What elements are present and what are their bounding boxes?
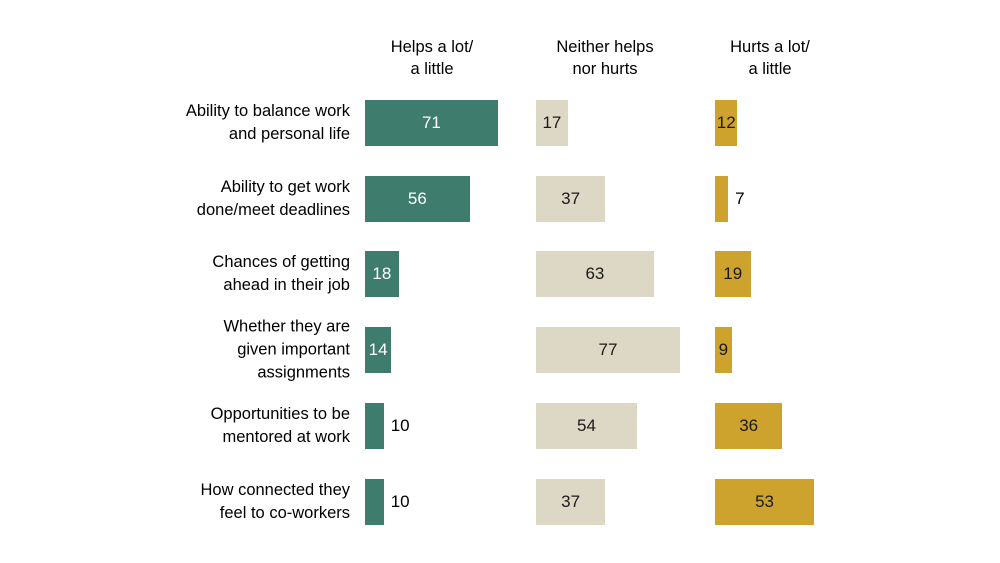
bar-value-label: 10 [390, 416, 410, 436]
category-label: Opportunities to be mentored at work [210, 405, 350, 447]
table-row: How connected they feel to co-workers 10 3… [0, 464, 1000, 540]
bar-value-label: 54 [577, 416, 596, 436]
bar-hurts: 36 [715, 403, 783, 450]
column-header-hurts: Hurts a lot/ a little [730, 38, 810, 78]
bar-value-label: 12 [716, 112, 736, 132]
bar-value-label: 7 [735, 188, 745, 208]
bar-value-label: 14 [368, 340, 388, 360]
column-header-neither: Neither helps nor hurts [556, 38, 654, 78]
bar-helps [365, 478, 384, 525]
table-row: Whether they are given important assignm… [0, 312, 1000, 388]
bar-hurts [715, 175, 729, 222]
chart-rows: Ability to balance work and personal lif… [0, 85, 1000, 540]
bar-value-label: 19 [723, 264, 743, 284]
bar-hurts: 9 [715, 327, 732, 374]
bar-neither: 63 [536, 251, 654, 298]
table-row: Ability to balance work and personal lif… [0, 85, 1000, 161]
bar-helps [365, 403, 384, 450]
category-label: Ability to get work done/meet deadlines [196, 177, 350, 219]
bar-value-label: 37 [561, 491, 581, 511]
bar-value-label: 77 [598, 340, 618, 360]
bar-helps: 14 [365, 327, 392, 374]
bar-neither: 54 [536, 403, 637, 450]
bar-value-label: 63 [585, 264, 605, 284]
bar-value-label: 9 [718, 340, 729, 360]
table-row: Chances of getting ahead in their job 18 6… [0, 237, 1000, 313]
bar-value-label: 53 [755, 491, 774, 511]
bar-neither: 77 [536, 327, 680, 374]
bar-value-label: 56 [407, 188, 427, 208]
bar-value-label: 10 [390, 491, 410, 511]
bar-hurts: 53 [715, 478, 815, 525]
bar-neither: 37 [536, 478, 606, 525]
bar-value-label: 17 [542, 112, 562, 132]
bar-helps: 56 [365, 175, 470, 222]
bar-neither: 37 [536, 175, 606, 222]
category-label: Ability to balance work and personal lif… [185, 101, 350, 143]
category-label: Chances of getting ahead in their job [212, 253, 350, 295]
bar-neither: 17 [536, 99, 568, 146]
bar-hurts: 12 [715, 99, 738, 146]
category-label: How connected they feel to co-workers [200, 480, 350, 522]
bar-hurts: 19 [715, 251, 751, 298]
category-label: Whether they are given important assignm… [223, 317, 350, 382]
table-row: Opportunities to be mentored at work 10 54… [0, 388, 1000, 464]
bar-value-label: 18 [372, 264, 392, 284]
bar-value-label: 36 [739, 416, 759, 436]
table-row: Ability to get work done/meet deadlines 5… [0, 161, 1000, 237]
column-header-helps: Helps a lot/ a little [390, 38, 474, 78]
bar-helps: 71 [365, 99, 498, 146]
bar-value-label: 71 [421, 112, 441, 132]
bar-helps: 18 [365, 251, 399, 298]
bar-value-label: 37 [561, 188, 581, 208]
